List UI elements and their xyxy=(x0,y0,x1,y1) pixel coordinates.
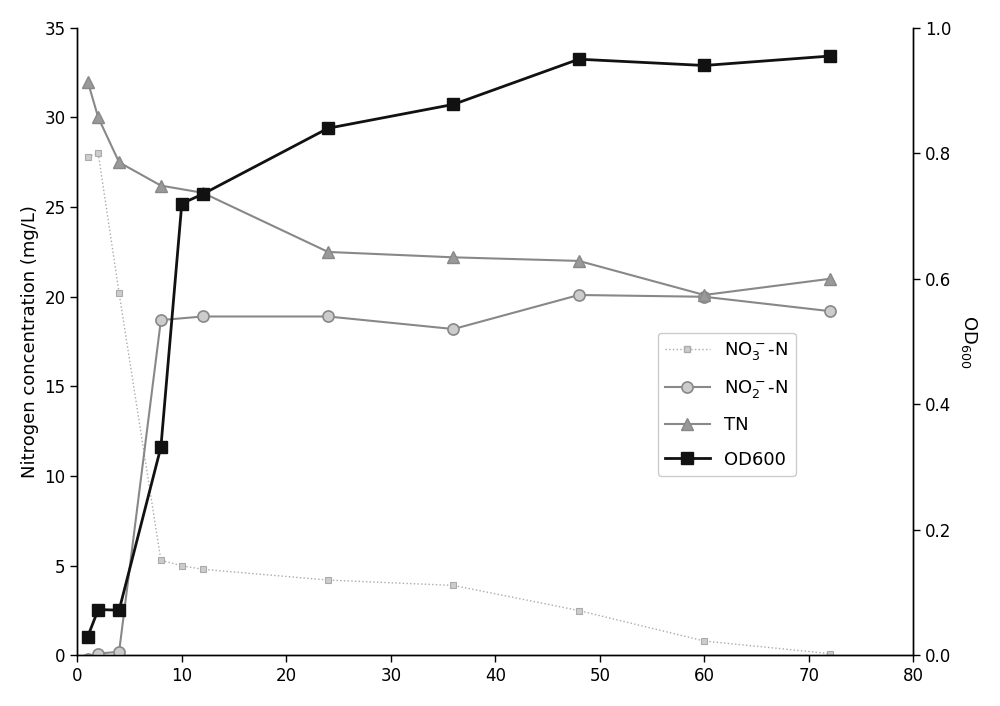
Y-axis label: Nitrogen concentration (mg/L): Nitrogen concentration (mg/L) xyxy=(21,205,39,478)
Legend: NO$_3^-$-N, NO$_2^-$-N, TN, OD600: NO$_3^-$-N, NO$_2^-$-N, TN, OD600 xyxy=(658,333,796,476)
Y-axis label: OD$_{600}$: OD$_{600}$ xyxy=(959,315,979,369)
